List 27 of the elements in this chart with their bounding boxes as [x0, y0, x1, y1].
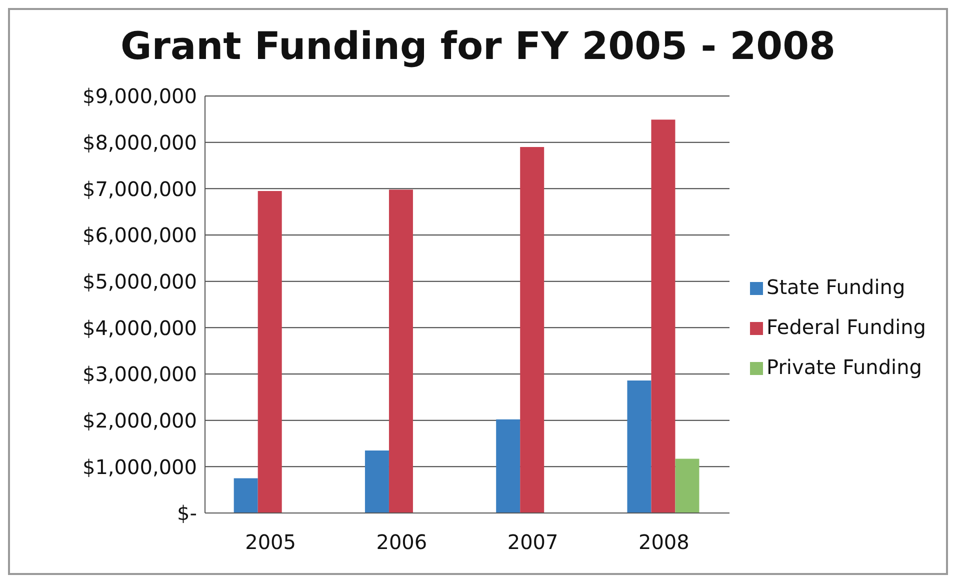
- y-tick-label: $4,000,000: [82, 316, 197, 340]
- x-tick-label: 2005: [245, 530, 296, 554]
- y-tick-label: $9,000,000: [82, 84, 197, 108]
- y-tick-label: $2,000,000: [82, 408, 197, 432]
- y-tick-label: $5,000,000: [82, 269, 197, 294]
- bar: [520, 146, 544, 513]
- chart-title: Grant Funding for FY 2005 - 2008: [120, 24, 836, 70]
- y-tick-label: $8,000,000: [82, 130, 197, 154]
- x-tick-label: 2008: [638, 530, 690, 554]
- bar: [651, 120, 676, 513]
- legend-label: Federal Funding: [766, 314, 926, 338]
- legend-label: State Funding: [766, 274, 906, 298]
- y-tick-label: $6,000,000: [82, 223, 197, 248]
- bar: [388, 190, 413, 513]
- bar: [234, 478, 258, 513]
- bar: [258, 190, 282, 513]
- bar: [496, 419, 520, 513]
- bar: [675, 458, 700, 513]
- y-tick-label: $7,000,000: [82, 176, 197, 201]
- bar: [364, 450, 389, 513]
- y-tick-label: $-: [177, 501, 197, 526]
- y-tick-label: $1,000,000: [82, 454, 197, 479]
- y-tick-label: $3,000,000: [82, 362, 197, 386]
- x-tick-label: 2007: [507, 530, 558, 554]
- bar: [627, 380, 652, 513]
- legend-label: Private Funding: [766, 354, 922, 378]
- x-tick-label: 2006: [376, 530, 428, 554]
